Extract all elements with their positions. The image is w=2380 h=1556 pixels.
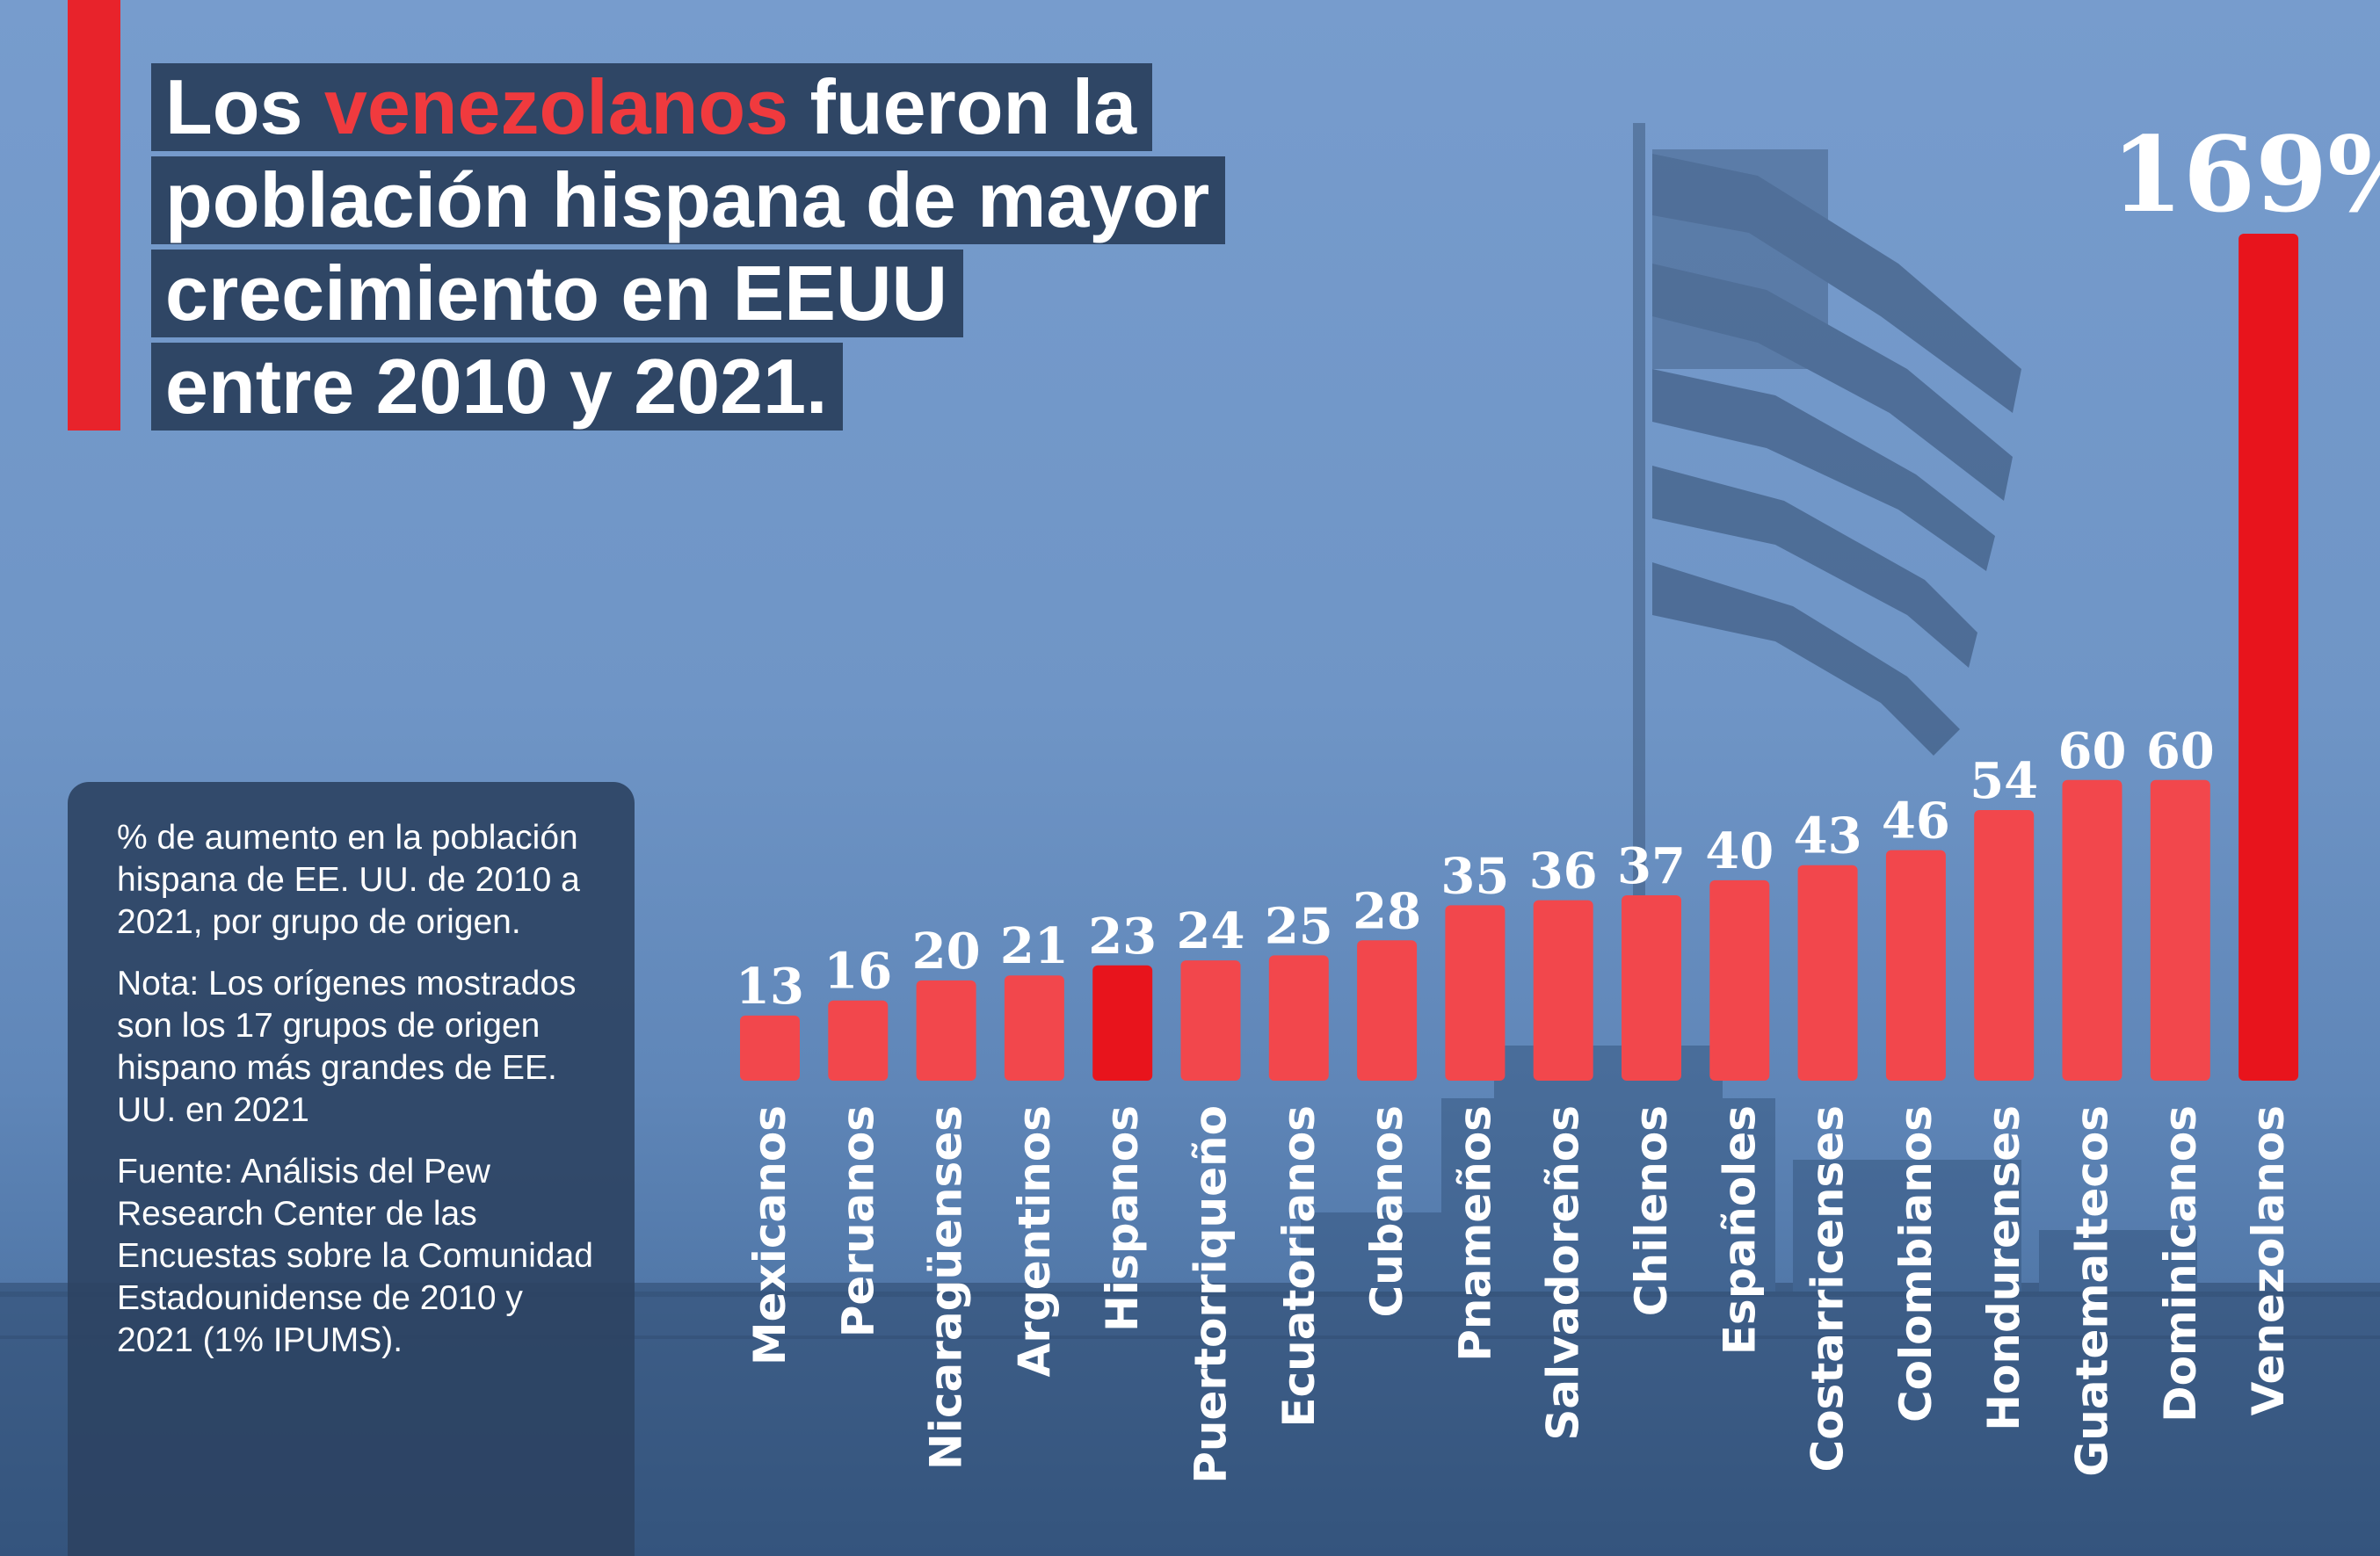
chart-description: % de aumento en la población hispana de …	[117, 819, 580, 941]
category-label-venezolanos: Venezolanos	[2243, 1105, 2294, 1415]
source-text: Fuente: Análisis del Pew Research Center…	[117, 1153, 593, 1359]
category-label-chilenos: Chilenos	[1626, 1105, 1677, 1316]
category-label-peruanos: Peruanos	[832, 1105, 883, 1337]
title-line-4: entre 2010 y 2021.	[151, 343, 844, 431]
bar-colombianos	[1885, 850, 1946, 1081]
bar-mexicanos	[740, 1015, 800, 1081]
category-label-ecuatorianos: Ecuatorianos	[1273, 1105, 1324, 1428]
title-line-3: crecimiento en EEUU	[151, 250, 964, 337]
value-label-peruanos: 16	[824, 943, 892, 1001]
bar-cubanos	[1357, 940, 1418, 1081]
value-label-costarricenses: 43	[1794, 807, 1862, 865]
bar-espanoles	[1709, 879, 1770, 1081]
bar-ecuatorianos	[1268, 955, 1329, 1081]
category-label-mexicanos: Mexicanos	[744, 1105, 795, 1365]
bar-costarricenses	[1797, 865, 1858, 1081]
category-label-dominicanos: Dominicanos	[2155, 1105, 2206, 1422]
value-label-mexicanos: 13	[736, 958, 804, 1016]
bar-peruanos	[828, 1000, 889, 1081]
category-label-costarricenses: Costarricenses	[1803, 1105, 1854, 1472]
value-label-pnamenos: 35	[1440, 847, 1509, 905]
bar-hispanos	[1092, 965, 1153, 1081]
bar-nicaraguenses	[916, 980, 976, 1081]
title-line-2: población hispana de mayor	[151, 156, 1226, 244]
bar-hondurenses	[1974, 809, 2035, 1081]
value-label-dominicanos: 60	[2146, 722, 2215, 780]
title-highlight-venezolanos: venezolanos	[323, 63, 789, 150]
value-label-cubanos: 28	[1353, 882, 1421, 940]
title-line-1: Los venezolanos fueron la	[151, 63, 1153, 151]
value-label-nicaraguenses: 20	[912, 923, 981, 981]
value-label-colombianos: 46	[1882, 792, 1950, 850]
note-panel: % de aumento en la población hispana de …	[68, 782, 635, 1556]
value-label-argentinos: 21	[1000, 917, 1069, 975]
category-label-nicaraguenses: Nicaragüenses	[921, 1105, 972, 1470]
category-label-espanoles: Españoles	[1714, 1105, 1765, 1355]
value-label-puertorriqueno: 24	[1177, 902, 1245, 960]
category-label-salvadorenos: Salvadoreños	[1538, 1105, 1589, 1441]
value-label-espanoles: 40	[1705, 822, 1774, 880]
category-label-argentinos: Argentinos	[1009, 1105, 1060, 1377]
bar-pnamenos	[1445, 905, 1506, 1081]
title-line-1-start: Los	[165, 63, 324, 150]
category-label-colombianos: Colombianos	[1890, 1105, 1941, 1422]
accent-stripe	[68, 0, 120, 431]
value-label-salvadorenos: 36	[1529, 843, 1598, 901]
value-label-hondurenses: 54	[1970, 752, 2038, 810]
note-text: Nota: Los orígenes mostrados son los 17 …	[117, 965, 577, 1129]
bar-puertorriqueno	[1180, 960, 1241, 1081]
bar-venezolanos	[2239, 234, 2299, 1081]
bar-argentinos	[1004, 975, 1064, 1081]
value-label-venezolanos: 169%	[2111, 113, 2380, 235]
category-label-puertorriqueno: Puertorriqueño	[1186, 1105, 1237, 1484]
category-label-pnamenos: Pnameños	[1449, 1105, 1500, 1362]
category-label-cubanos: Cubanos	[1361, 1105, 1412, 1318]
bar-dominicanos	[2150, 779, 2210, 1081]
category-label-hispanos: Hispanos	[1097, 1105, 1148, 1332]
bar-chilenos	[1622, 894, 1681, 1081]
value-label-hispanos: 23	[1088, 908, 1157, 966]
value-label-chilenos: 37	[1617, 837, 1686, 895]
value-label-guatemaltecos: 60	[2058, 722, 2127, 780]
value-label-ecuatorianos: 25	[1265, 897, 1333, 955]
category-label-guatemaltecos: Guatemaltecos	[2067, 1105, 2118, 1477]
category-label-hondurenses: Hondurenses	[1978, 1105, 2029, 1431]
title-line-1-end: fueron la	[788, 63, 1137, 150]
bar-salvadorenos	[1533, 900, 1593, 1081]
bar-guatemaltecos	[2062, 779, 2122, 1081]
